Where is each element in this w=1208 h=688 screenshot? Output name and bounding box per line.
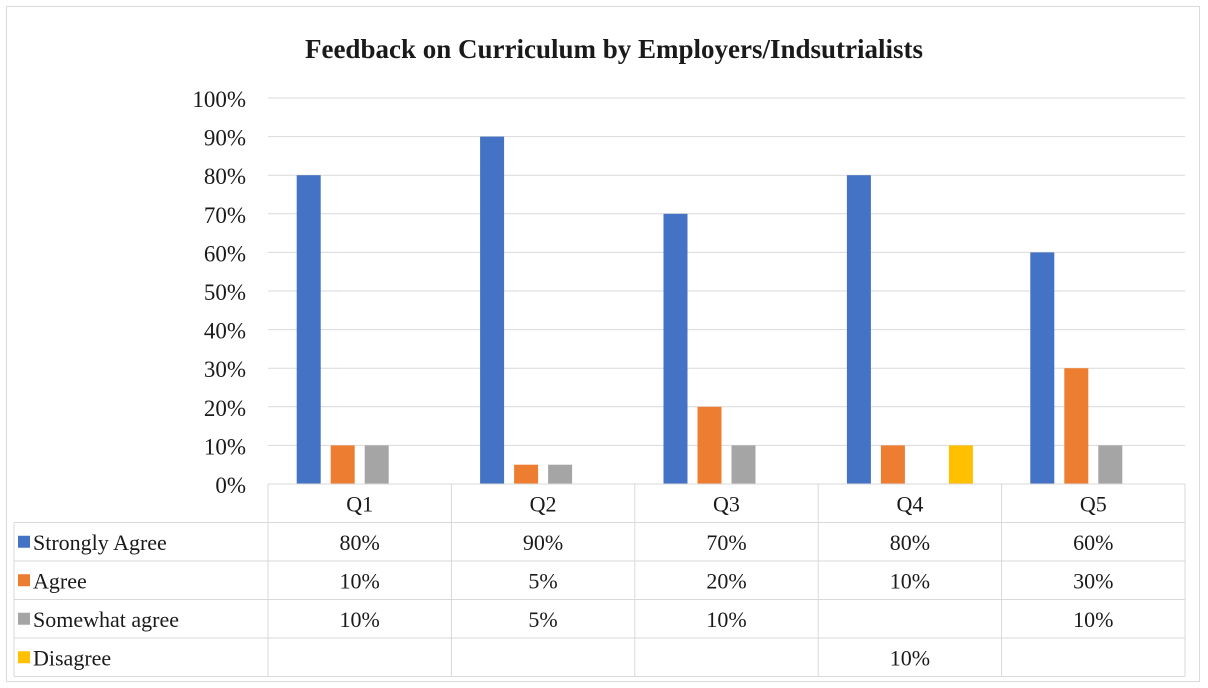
category-label: Q5 [1080, 491, 1107, 516]
legend-swatch [18, 535, 30, 548]
y-tick-label: 90% [204, 126, 246, 151]
bars [296, 136, 1123, 485]
bar-somewhat-agree [548, 464, 573, 484]
data-label: 10% [340, 568, 380, 593]
data-label: 10% [340, 607, 380, 632]
y-tick-label: 30% [204, 357, 246, 382]
data-label: 90% [523, 530, 563, 555]
legend-label: Disagree [33, 645, 111, 670]
bar-agree [1064, 368, 1089, 484]
bar-somewhat-agree [1098, 445, 1123, 484]
bar-agree [697, 406, 722, 484]
data-label: 30% [1073, 568, 1113, 593]
data-label: 10% [890, 568, 930, 593]
data-label: 5% [528, 607, 557, 632]
data-table: Q1 Q2 Q3 Q4 Q5 Strongly Agree 80% 90% 70% 80% 60% A… [13, 483, 1186, 677]
y-tick-label: 100% [192, 87, 246, 112]
data-label: 10% [1073, 607, 1113, 632]
y-tick-label: 10% [204, 434, 246, 459]
y-tick-label: 0% [215, 473, 246, 498]
bar-agree [880, 445, 905, 484]
bar-somewhat-agree [364, 445, 389, 484]
y-tick-label: 20% [204, 396, 246, 421]
category-label: Q4 [896, 491, 923, 516]
category-label: Q1 [346, 491, 373, 516]
legend-label: Agree [33, 568, 87, 593]
bar-strongly-agree [1030, 252, 1055, 484]
bar-strongly-agree [663, 213, 688, 485]
legend-label: Somewhat agree [33, 607, 179, 632]
legend-swatch [18, 574, 30, 587]
y-tick-label: 80% [204, 164, 246, 189]
bar-disagree [948, 445, 973, 484]
bar-somewhat-agree [731, 445, 756, 484]
data-label: 5% [528, 568, 557, 593]
legend-swatch [18, 612, 30, 625]
data-label: 10% [706, 607, 746, 632]
data-label: 60% [1073, 530, 1113, 555]
category-label: Q2 [530, 491, 557, 516]
legend-label: Strongly Agree [33, 530, 167, 555]
data-label: 80% [340, 530, 380, 555]
bar-strongly-agree [846, 175, 871, 484]
data-label: 20% [706, 568, 746, 593]
y-tick-label: 50% [204, 280, 246, 305]
category-label: Q3 [713, 491, 740, 516]
chart-frame [6, 6, 1200, 682]
bar-strongly-agree [296, 175, 321, 484]
data-label: 70% [706, 530, 746, 555]
y-axis: 0% 10% 20% 30% 40% 50% 60% 70% 80% 90% 100% [192, 87, 246, 498]
y-tick-label: 70% [204, 203, 246, 228]
y-tick-label: 60% [204, 241, 246, 266]
legend-swatch [18, 651, 30, 664]
bar-strongly-agree [480, 136, 505, 484]
chart-title: Feedback on Curriculum by Employers/Inds… [305, 34, 923, 64]
data-label: 10% [890, 645, 930, 670]
y-tick-label: 40% [204, 319, 246, 344]
bar-agree [514, 464, 539, 484]
data-label: 80% [890, 530, 930, 555]
bar-agree [330, 445, 355, 484]
